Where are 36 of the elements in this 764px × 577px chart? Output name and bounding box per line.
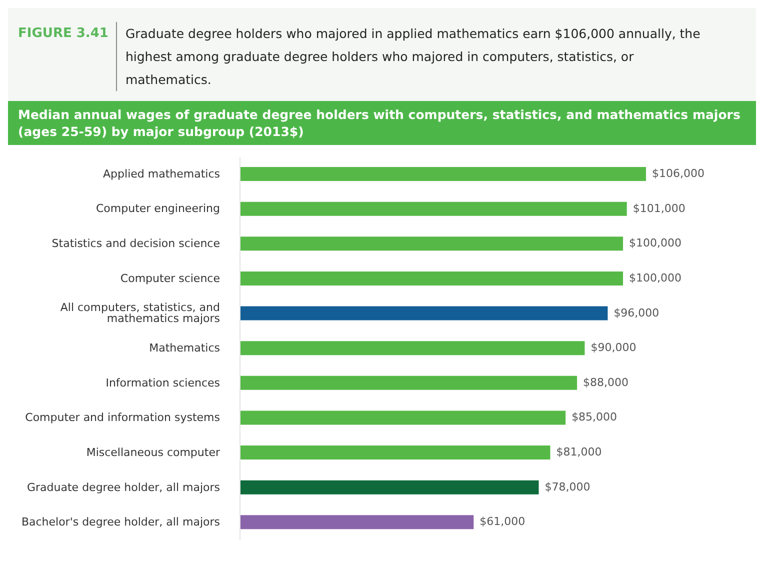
data-label: $100,000 — [629, 236, 682, 250]
bar — [240, 515, 474, 530]
data-label: $101,000 — [632, 202, 686, 215]
caption: FIGURE 3.41 — [18, 25, 108, 43]
data-label: $88,000 — [583, 376, 629, 389]
bar — [240, 480, 539, 494]
data-label: $106,000 — [652, 167, 704, 180]
y-tick-label: Information sciences — [106, 376, 220, 390]
data-label: $100,000 — [629, 271, 682, 284]
bar — [240, 236, 624, 251]
chart-subtitle: Median annual wages of graduate degree holders with computers, statistics, and mathematics majors (ages 25-59) by major subgroup (2013$) — [8, 101, 756, 145]
data-label: $61,000 — [480, 515, 526, 528]
y-tick-label: Computer engineering — [96, 202, 220, 216]
y-tick-label: Applied mathematics — [103, 167, 220, 180]
y-tick-label: Bachelor's degree holder, all majors — [21, 516, 220, 529]
data-label: $81,000 — [556, 446, 602, 459]
bar — [240, 167, 646, 181]
bar — [240, 271, 624, 286]
data-label: $90,000 — [590, 341, 636, 354]
y-tick-label: Computer science — [120, 272, 220, 285]
y-tick-label: Miscellaneous computer — [86, 446, 220, 459]
y-tick-label: Computer and information systems — [25, 411, 220, 424]
bar — [240, 410, 566, 425]
y-tick-label: Graduate degree holder, all majors — [27, 480, 220, 494]
data-label: $96,000 — [614, 306, 660, 320]
y-tick-label: Statistics and decision science — [52, 237, 220, 250]
bar — [240, 446, 550, 460]
bar — [240, 202, 627, 216]
bar — [240, 376, 578, 390]
y-tick-label: All computers, statistics, and mathematics majors — [60, 301, 220, 326]
bar — [240, 306, 608, 320]
data-label: $85,000 — [572, 410, 618, 424]
chart-title: Graduate degree holders who majored in applied mathematics earn $106,000 annually, the highest among graduate degree holders who majored in computers, statistics, or mathematics. — [116, 22, 706, 91]
y-tick-label: Mathematics — [149, 342, 220, 355]
data-label: $78,000 — [544, 480, 590, 494]
bar — [240, 341, 585, 356]
